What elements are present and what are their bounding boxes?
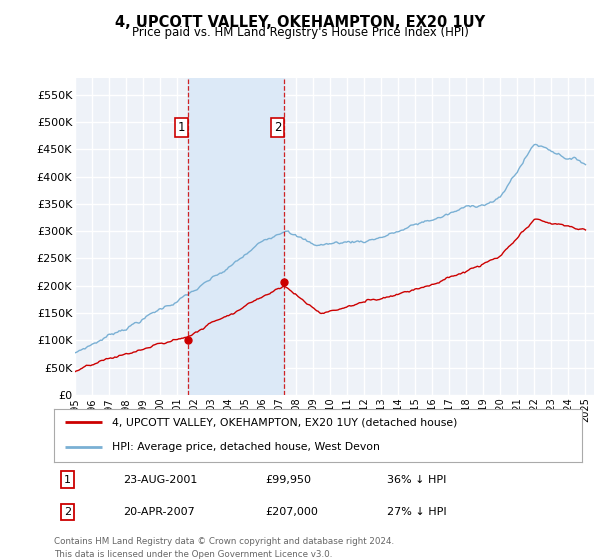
4, UPCOTT VALLEY, OKEHAMPTON, EX20 1UY (detached house) <box>224 312 231 319</box>
HPI: Average price, detached house, West Devon: (2e+03, 7.7e+04): Average price, detached house, West Devo… <box>71 349 79 356</box>
Line: 4, UPCOTT VALLEY, OKEHAMPTON, EX20 1UY (detached house): 4, UPCOTT VALLEY, OKEHAMPTON, EX20 1UY (… <box>75 219 586 372</box>
HPI: Average price, detached house, West Devon: (2.02e+03, 4.59e+05): Average price, detached house, West Devo… <box>532 141 539 148</box>
Text: 1: 1 <box>178 121 185 134</box>
4, UPCOTT VALLEY, OKEHAMPTON, EX20 1UY (detached house) <box>582 227 589 234</box>
4, UPCOTT VALLEY, OKEHAMPTON, EX20 1UY (detached house) <box>249 298 256 305</box>
Bar <box>188 78 284 395</box>
Text: 36% ↓ HPI: 36% ↓ HPI <box>386 474 446 484</box>
HPI: Average price, detached house, West Devon: (2e+03, 2.56e+05): Average price, detached house, West Devo… <box>241 252 248 259</box>
4, UPCOTT VALLEY, OKEHAMPTON, EX20 1UY (detached house) <box>532 216 539 222</box>
Text: Contains HM Land Registry data © Crown copyright and database right 2024.
This d: Contains HM Land Registry data © Crown c… <box>54 536 394 559</box>
Text: 1: 1 <box>64 474 71 484</box>
HPI: Average price, detached house, West Devon: (2.01e+03, 2.89e+05): Average price, detached house, West Devo… <box>295 234 302 240</box>
4, UPCOTT VALLEY, OKEHAMPTON, EX20 1UY (detached house) <box>134 347 141 354</box>
HPI: Average price, detached house, West Devon: (2.01e+03, 2.68e+05): Average price, detached house, West Devo… <box>249 245 256 252</box>
4, UPCOTT VALLEY, OKEHAMPTON, EX20 1UY (detached house) <box>241 303 248 310</box>
Text: HPI: Average price, detached house, West Devon: HPI: Average price, detached house, West… <box>112 442 380 452</box>
Text: 4, UPCOTT VALLEY, OKEHAMPTON, EX20 1UY: 4, UPCOTT VALLEY, OKEHAMPTON, EX20 1UY <box>115 15 485 30</box>
HPI: Average price, detached house, West Devon: (2.02e+03, 4.22e+05): Average price, detached house, West Devo… <box>582 161 589 168</box>
Text: Price paid vs. HM Land Registry's House Price Index (HPI): Price paid vs. HM Land Registry's House … <box>131 26 469 39</box>
Text: £99,950: £99,950 <box>265 474 311 484</box>
HPI: Average price, detached house, West Devon: (2.02e+03, 4.42e+05): Average price, detached house, West Devo… <box>555 150 562 157</box>
Text: 2: 2 <box>64 507 71 517</box>
4, UPCOTT VALLEY, OKEHAMPTON, EX20 1UY (detached house) <box>555 221 562 227</box>
Line: HPI: Average price, detached house, West Devon: HPI: Average price, detached house, West… <box>75 144 586 353</box>
HPI: Average price, detached house, West Devon: (2e+03, 1.32e+05): Average price, detached house, West Devo… <box>134 319 141 326</box>
4, UPCOTT VALLEY, OKEHAMPTON, EX20 1UY (detached house) <box>295 293 302 300</box>
4, UPCOTT VALLEY, OKEHAMPTON, EX20 1UY (detached house) <box>71 368 79 375</box>
HPI: Average price, detached house, West Devon: (2e+03, 2.3e+05): Average price, detached house, West Devo… <box>224 266 231 273</box>
Text: 4, UPCOTT VALLEY, OKEHAMPTON, EX20 1UY (detached house): 4, UPCOTT VALLEY, OKEHAMPTON, EX20 1UY (… <box>112 417 457 427</box>
Text: 20-APR-2007: 20-APR-2007 <box>122 507 194 517</box>
Text: 23-AUG-2001: 23-AUG-2001 <box>122 474 197 484</box>
Text: £207,000: £207,000 <box>265 507 318 517</box>
Text: 27% ↓ HPI: 27% ↓ HPI <box>386 507 446 517</box>
Text: 2: 2 <box>274 121 281 134</box>
